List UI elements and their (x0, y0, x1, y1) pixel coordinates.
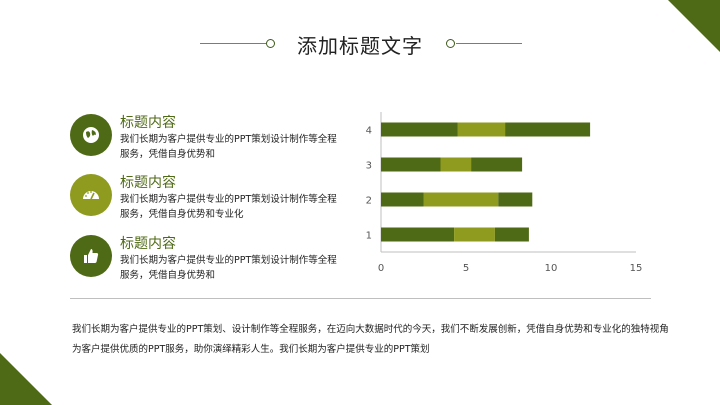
globe-icon (70, 114, 112, 156)
item-description: 我们长期为客户提供专业的PPT策划设计制作等全程服务，凭借自身优势和 (120, 134, 337, 160)
x-tick-label: 5 (463, 263, 469, 274)
speedometer-icon (70, 174, 112, 216)
bar-segment-2-3 (498, 192, 533, 207)
bar-segment-4-1 (381, 122, 458, 137)
bar-segment-3-1 (381, 157, 441, 172)
y-tick-label: 1 (366, 231, 372, 242)
bar-segment-3-2 (440, 157, 472, 172)
bar-segment-1-1 (381, 227, 455, 242)
page-title: 添加标题文字 (297, 34, 423, 58)
y-tick-label: 3 (366, 161, 372, 172)
item-description: 我们长期为客户提供专业的PPT策划设计制作等全程服务，凭借自身优势和 (120, 255, 337, 281)
item-description: 我们长期为客户提供专业的PPT策划设计制作等全程服务，凭借自身优势和专业化 (120, 194, 337, 220)
item-title: 标题内容 (120, 115, 176, 131)
corner-decoration-bottom-left (0, 353, 52, 405)
bar-segment-3-3 (471, 157, 523, 172)
corner-decoration-top-right (668, 0, 720, 52)
bar-chart: 1 2 3 4 0 5 10 15 (366, 112, 643, 274)
divider-line (70, 298, 651, 299)
bar-segment-2-2 (423, 192, 499, 207)
content-item-2: 标题内容 我们长期为客户提供专业的PPT策划设计制作等全程服务，凭借自身优势和专… (70, 172, 340, 222)
thumbs-up-icon (70, 235, 112, 277)
footer-paragraph: 我们长期为客户提供专业的PPT策划、设计制作等全程服务，在迈向大数据时代的今天，… (72, 324, 669, 355)
title-dot-right (446, 39, 455, 48)
y-tick-label: 2 (366, 196, 372, 207)
bar-segment-1-3 (494, 227, 529, 242)
item-title: 标题内容 (120, 236, 176, 252)
x-tick-label: 0 (378, 263, 384, 274)
x-tick-label: 15 (630, 263, 643, 274)
title-dot-left (266, 39, 275, 48)
content-item-3: 标题内容 我们长期为客户提供专业的PPT策划设计制作等全程服务，凭借自身优势和 (70, 233, 340, 283)
bar-segment-4-2 (457, 122, 506, 137)
bar-segment-4-3 (505, 122, 591, 137)
title-line-right (456, 43, 522, 44)
y-tick-label: 4 (366, 126, 372, 137)
bar-segment-2-1 (381, 192, 424, 207)
content-item-1: 标题内容 我们长期为客户提供专业的PPT策划设计制作等全程服务，凭借自身优势和 (70, 112, 340, 162)
item-title: 标题内容 (120, 175, 176, 191)
bar-segment-1-2 (454, 227, 495, 242)
x-tick-label: 10 (545, 263, 558, 274)
title-line-left (200, 43, 266, 44)
title-area: 添加标题文字 (0, 28, 720, 60)
